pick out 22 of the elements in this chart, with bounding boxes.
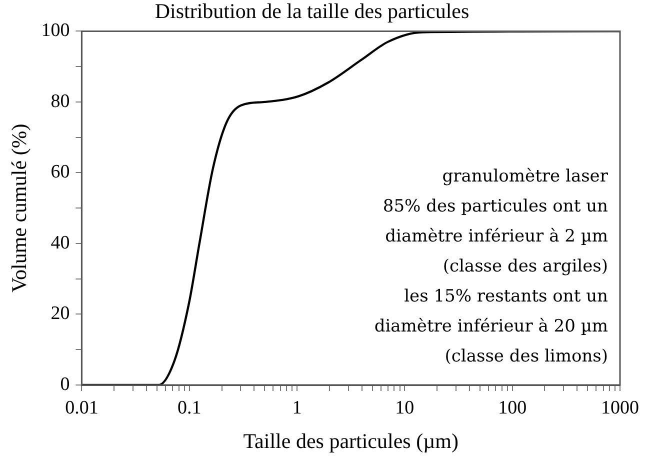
- y-tick-label: 60: [50, 162, 70, 183]
- x-tick-label: 10: [395, 397, 414, 418]
- y-tick-label: 0: [60, 374, 70, 395]
- annotation: (classe des argiles): [442, 256, 608, 276]
- annotation: granulomètre laser: [442, 166, 609, 186]
- annotation: diamètre inférieur à 20 µm: [374, 316, 608, 336]
- x-tick-label: 0.01: [65, 397, 98, 418]
- x-axis-title: Taille des particules (µm): [243, 428, 459, 453]
- y-tick-label: 80: [50, 90, 70, 112]
- x-tick-label: 100: [498, 397, 527, 418]
- x-tick-label: 1000: [601, 397, 639, 418]
- y-tick-label: 20: [50, 303, 70, 324]
- chart-title: Distribution de la taille des particules: [154, 0, 470, 24]
- annotation: 85% des particules ont un: [382, 196, 608, 216]
- annotation: les 15% restants ont un: [404, 286, 608, 306]
- annotation: diamètre inférieur à 2 µm: [385, 226, 608, 246]
- annotation: (classe des limons): [444, 346, 608, 366]
- y-tick-label: 100: [41, 20, 70, 42]
- y-axis-title: Volume cumulé (%): [7, 124, 32, 292]
- y-tick-label: 40: [50, 232, 70, 254]
- x-tick-label: 0.1: [177, 397, 202, 418]
- x-tick-label: 1: [292, 397, 302, 418]
